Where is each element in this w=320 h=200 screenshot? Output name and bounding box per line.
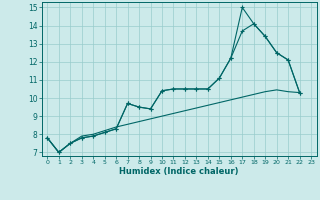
X-axis label: Humidex (Indice chaleur): Humidex (Indice chaleur) — [119, 167, 239, 176]
